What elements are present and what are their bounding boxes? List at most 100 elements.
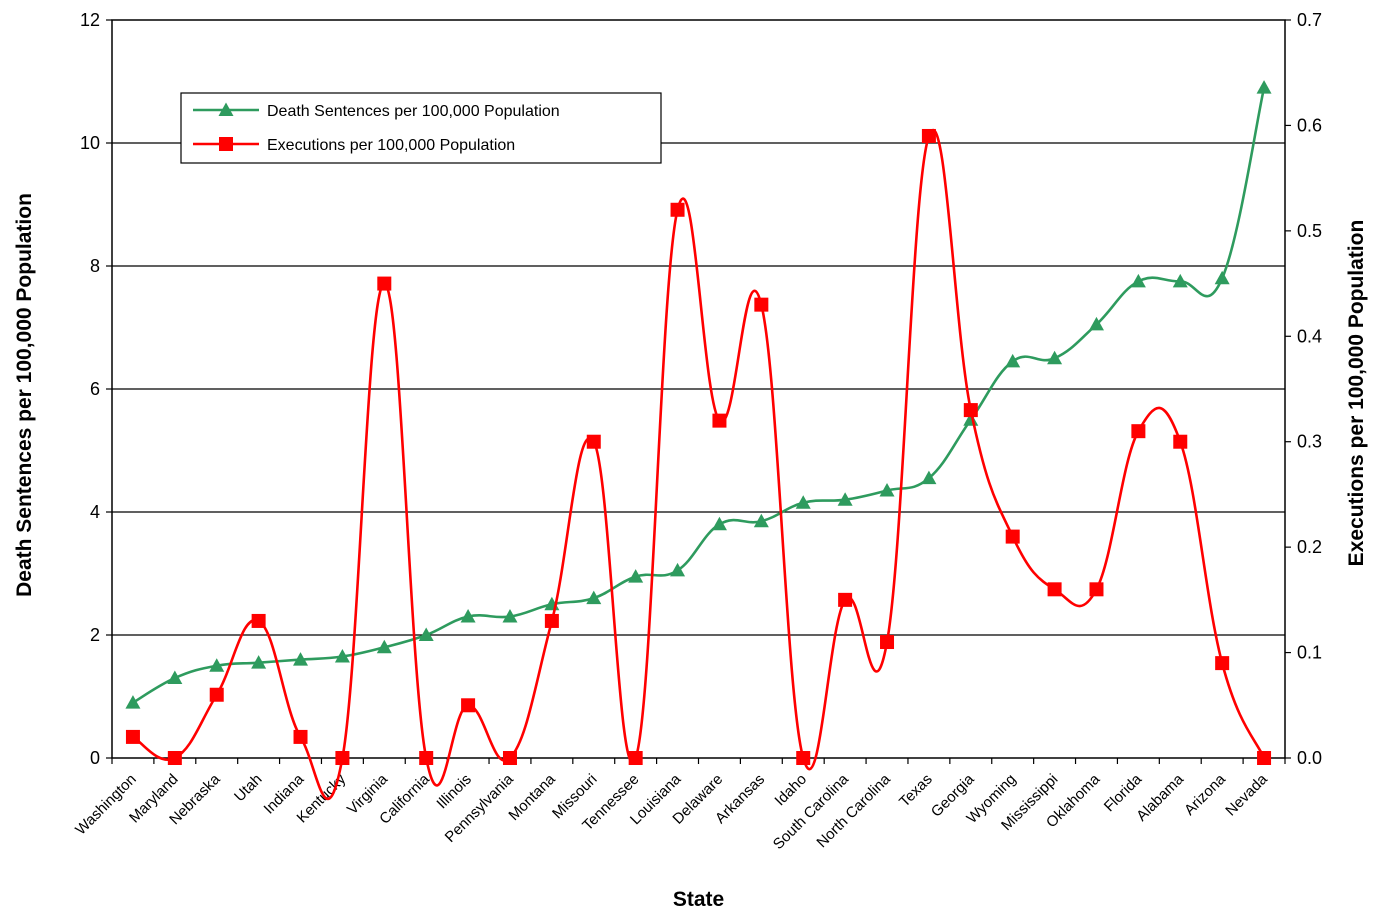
x-tick-label: Nevada [1222, 770, 1271, 819]
data-point [586, 590, 602, 605]
data-point [1005, 529, 1020, 544]
data-point [334, 649, 350, 663]
y-axis-title: Death Sentences per 100,000 Population [13, 193, 36, 597]
data-point [628, 751, 643, 765]
data-point [796, 751, 811, 765]
y-tick-label: 6 [90, 379, 100, 399]
data-point [1005, 353, 1021, 368]
data-point [1088, 316, 1104, 331]
data-point [1131, 424, 1146, 439]
data-point [502, 751, 517, 765]
series-layer [125, 80, 1272, 801]
data-point [251, 613, 266, 628]
series-line [132, 87, 1266, 704]
data-point [754, 297, 769, 312]
x-tick-label: Alabama [1133, 770, 1187, 824]
data-point [293, 652, 309, 666]
x-tick-label: Idaho [771, 771, 810, 810]
data-point [460, 609, 476, 623]
data-point [376, 639, 392, 654]
data-point [167, 670, 183, 685]
x-tick-label: Texas [896, 771, 936, 811]
x-tick-label: North Carolina [813, 770, 894, 851]
data-point [419, 751, 434, 765]
y2-tick-label: 0.7 [1297, 10, 1322, 30]
x-tick-label: Montana [505, 770, 559, 824]
data-point [1172, 273, 1188, 288]
data-point [1173, 434, 1188, 449]
data-point [1256, 80, 1272, 94]
legend-marker [219, 137, 233, 151]
left-axis-ticks: 0 2 4 6 8 10 12 [80, 10, 112, 768]
legend: Death Sentences per 100,000 Population Ex… [180, 92, 662, 164]
data-point [880, 635, 895, 650]
y2-tick-label: 0.2 [1297, 537, 1322, 557]
data-point [838, 592, 853, 607]
y-tick-label: 8 [90, 256, 100, 276]
x-tick-label: Utah [231, 771, 265, 805]
data-point [963, 403, 978, 418]
data-point [125, 695, 141, 709]
data-point [670, 202, 685, 217]
x-tick-label: Arizona [1181, 770, 1229, 818]
legend-box [180, 92, 662, 164]
y-tick-label: 2 [90, 625, 100, 645]
data-point [209, 687, 224, 702]
data-point [795, 495, 811, 509]
data-point [753, 513, 769, 528]
data-point [1089, 582, 1104, 597]
y2-tick-label: 0.6 [1297, 115, 1322, 135]
legend-item: Death Sentences per 100,000 Population [193, 102, 560, 120]
series-death-sentences [125, 80, 1272, 709]
data-point [461, 698, 476, 713]
legend-label: Death Sentences per 100,000 Population [267, 103, 560, 120]
data-point [711, 516, 727, 531]
data-point [544, 613, 559, 628]
data-point [335, 751, 350, 765]
x-axis-title: State [673, 888, 724, 911]
data-point [1215, 656, 1230, 671]
data-point [125, 729, 140, 744]
data-point [670, 562, 686, 577]
y2-axis-title: Executions per 100,000 Population [1345, 220, 1368, 567]
data-point [1257, 751, 1272, 765]
grid-lines [112, 142, 1285, 636]
x-tick-label: Washington [72, 771, 140, 839]
y2-tick-label: 0.3 [1297, 432, 1322, 452]
data-point [1047, 350, 1063, 365]
data-point [712, 413, 727, 428]
data-point [921, 128, 936, 143]
y-tick-label: 0 [90, 748, 100, 768]
y-tick-label: 12 [80, 10, 100, 30]
y2-tick-label: 0.0 [1297, 748, 1322, 768]
data-point [837, 492, 853, 506]
data-point [502, 609, 518, 623]
data-point [1130, 273, 1146, 288]
data-point [209, 658, 225, 672]
y2-tick-label: 0.4 [1297, 326, 1322, 346]
data-point [377, 276, 392, 291]
legend-label: Executions per 100,000 Population [267, 137, 515, 154]
y-tick-label: 10 [80, 133, 100, 153]
data-point [418, 627, 434, 641]
data-point [586, 434, 601, 449]
y2-tick-label: 0.5 [1297, 221, 1322, 241]
legend-item: Executions per 100,000 Population [193, 137, 515, 154]
series-line [132, 128, 1266, 801]
data-point [167, 751, 182, 765]
series-executions [125, 128, 1272, 801]
data-point [879, 482, 895, 497]
right-axis-ticks: 0.0 0.1 0.2 0.3 0.4 0.5 0.6 0.7 [1285, 10, 1322, 768]
legend-marker [218, 102, 234, 116]
data-point [1047, 582, 1062, 597]
data-point [1214, 270, 1230, 285]
data-point [921, 470, 937, 485]
y-tick-label: 4 [90, 502, 100, 522]
data-point [251, 655, 267, 669]
y2-tick-label: 0.1 [1297, 643, 1322, 663]
legend-items: Death Sentences per 100,000 Population Ex… [193, 102, 560, 154]
data-point [628, 569, 644, 583]
data-point [293, 729, 308, 744]
